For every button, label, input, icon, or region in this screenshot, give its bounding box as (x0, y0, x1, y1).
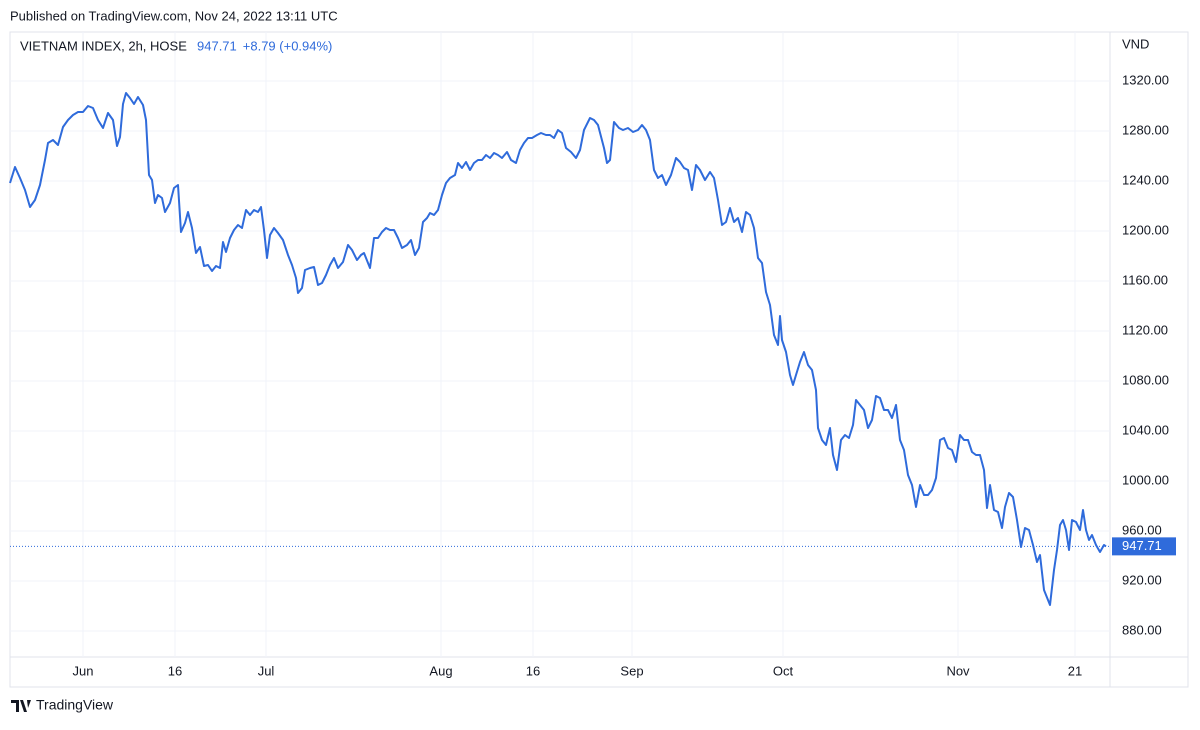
last-price-box (1112, 537, 1176, 556)
axes: 880.00 920.00 960.00 1000.00 1040.00 1080.00 1… (73, 72, 1176, 678)
published-note: Published on TradingView.com, Nov 24, 20… (10, 8, 338, 23)
y-tick-label: 1320.00 (1122, 72, 1169, 87)
legend-name: VIETNAM INDEX, 2h, HOSE (20, 38, 187, 53)
y-tick-label: 1040.00 (1122, 422, 1169, 437)
x-tick-label: 21 (1068, 663, 1082, 678)
x-tick-label: Nov (946, 663, 970, 678)
y-tick-label: 1160.00 (1122, 272, 1168, 287)
y-tick-label: 920.00 (1122, 572, 1162, 587)
x-tick-label: 16 (526, 663, 540, 678)
y-tick-label: 880.00 (1122, 622, 1162, 637)
x-tick-label: Jul (258, 663, 275, 678)
currency: VND (1122, 36, 1149, 51)
x-tick-label: Aug (429, 663, 452, 678)
x-tick-label: Sep (620, 663, 643, 678)
logo (11, 700, 31, 712)
y-tick-label: 1000.00 (1122, 472, 1169, 487)
last-price-label: 947.71 (1122, 538, 1162, 553)
plot (9, 92, 1110, 606)
y-tick-label: 1280.00 (1122, 122, 1169, 137)
y-tick-label: 1240.00 (1122, 172, 1169, 187)
y-tick-label: 1120.00 (1122, 322, 1168, 337)
legend-value: 947.71 (197, 38, 237, 53)
legend-change: +8.79 (+0.94%) (243, 38, 333, 53)
x-tick-label: Oct (773, 663, 794, 678)
y-tick-label: 1200.00 (1122, 222, 1169, 237)
price-line (9, 92, 1107, 606)
y-tick-label: 1080.00 (1122, 372, 1169, 387)
chart-frame (9, 31, 1189, 688)
brand: TradingView (36, 697, 114, 713)
grid (10, 32, 1110, 657)
x-tick-label: 16 (168, 663, 182, 678)
y-tick-label: 960.00 (1122, 522, 1162, 537)
x-tick-label: Jun (73, 663, 94, 678)
